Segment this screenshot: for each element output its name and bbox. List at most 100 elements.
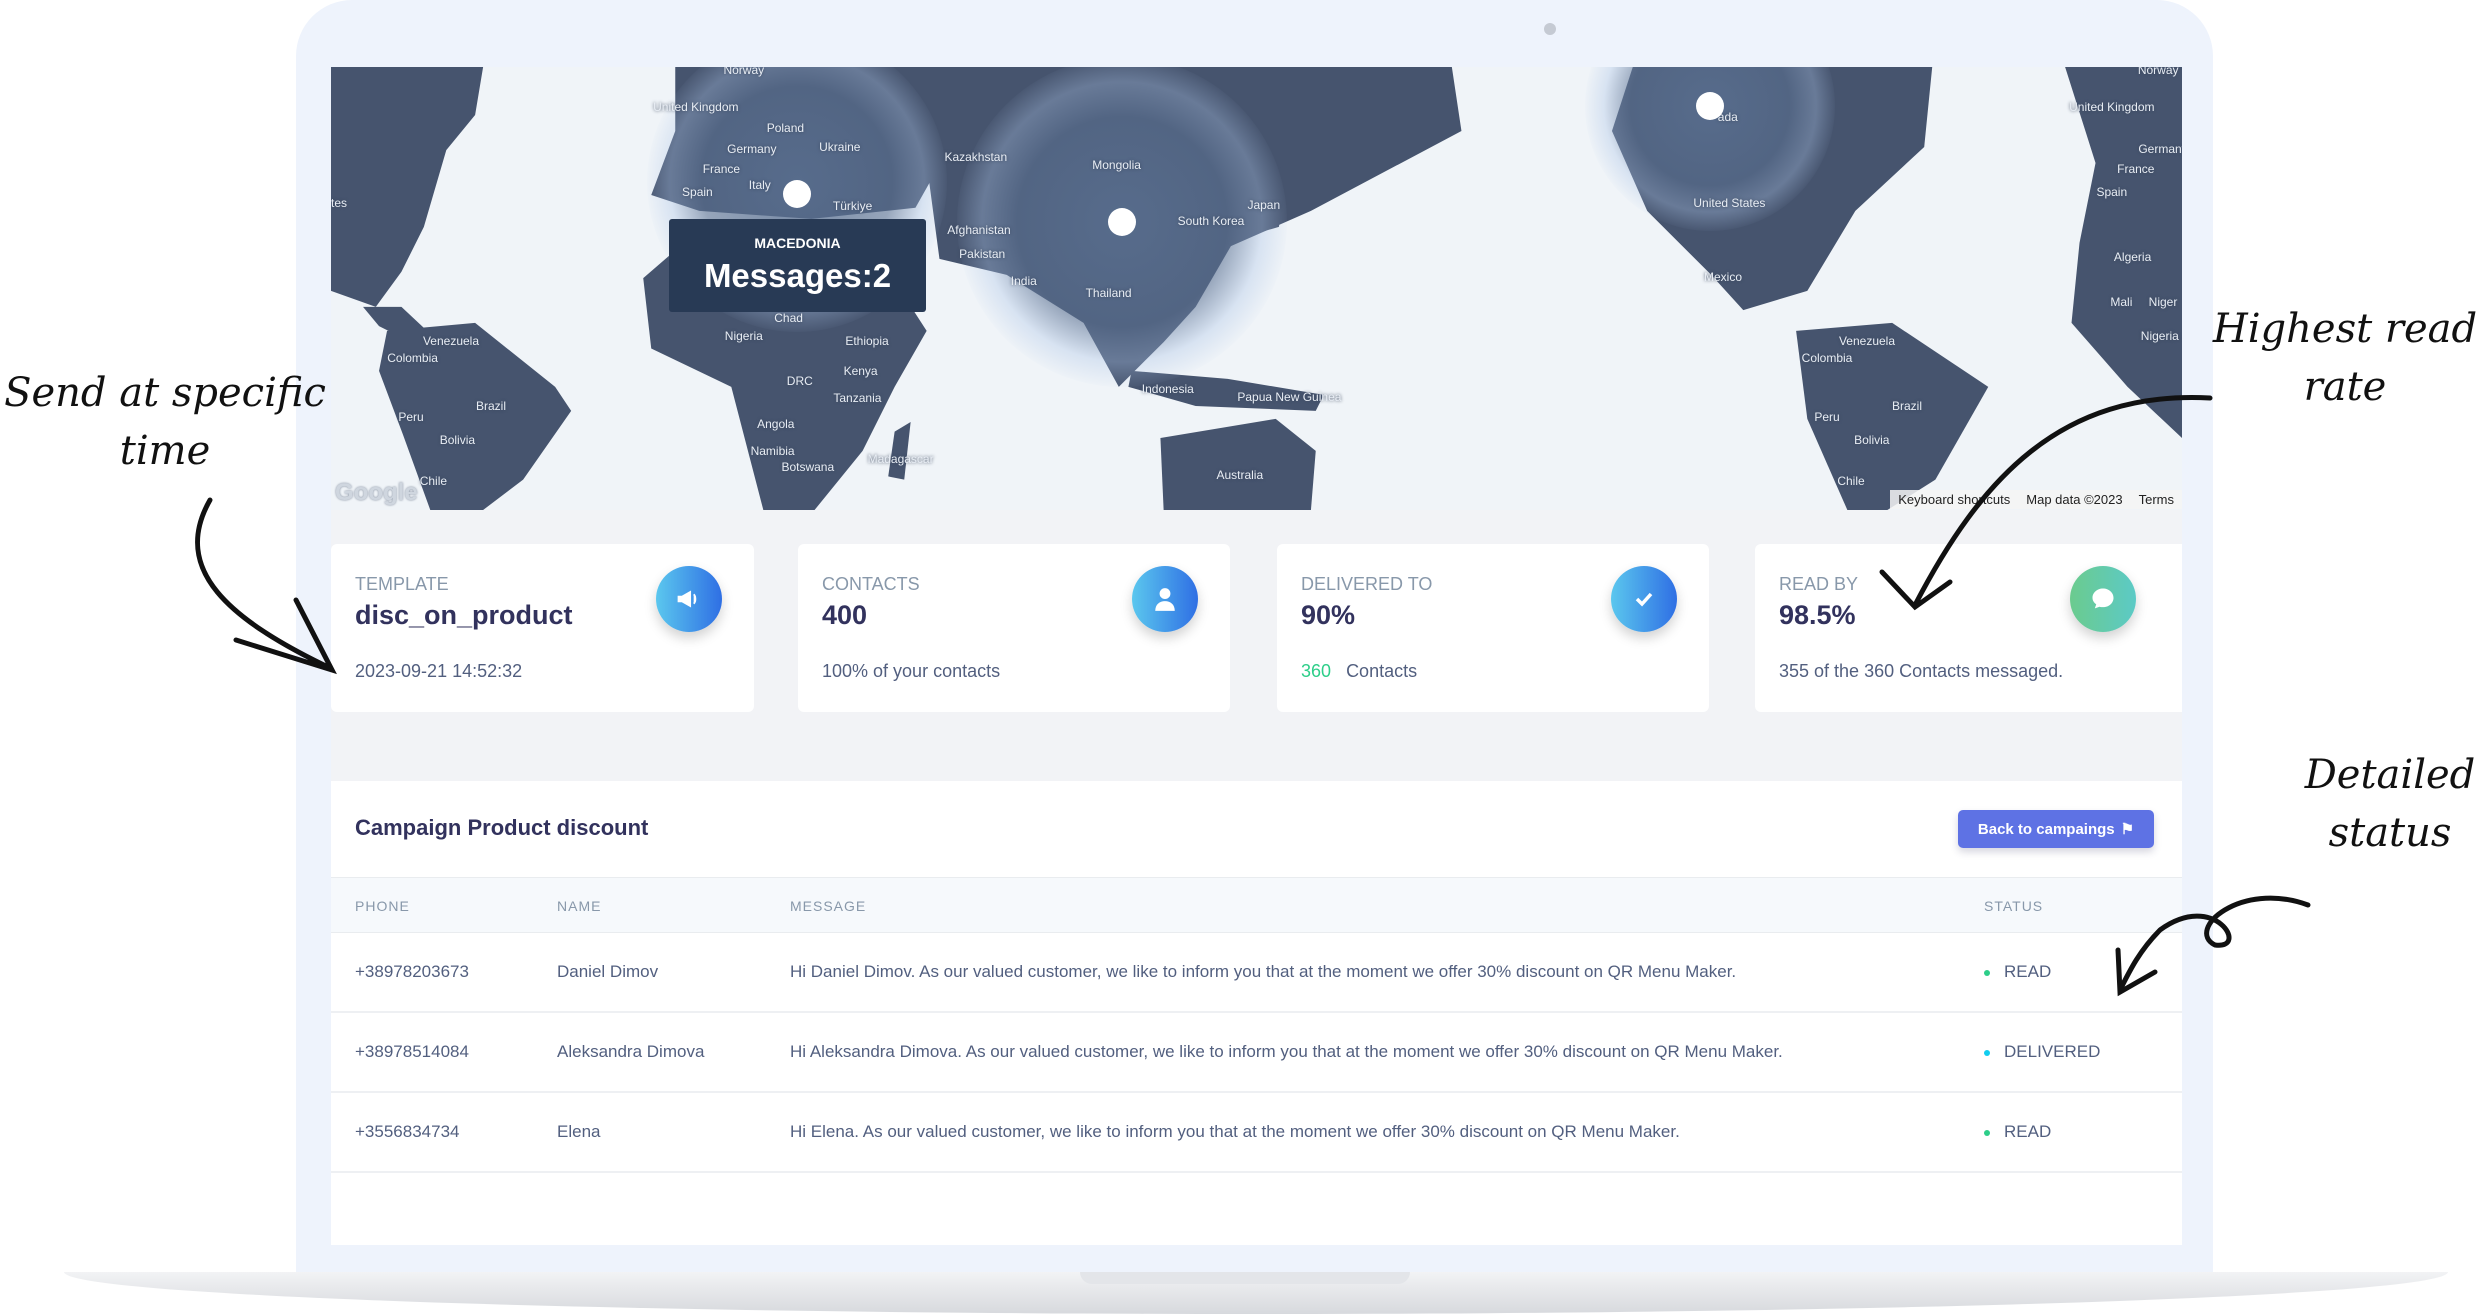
google-logo: Google bbox=[335, 479, 418, 506]
map-country-label: Colombia bbox=[1801, 351, 1853, 366]
map-country-label: Angola bbox=[757, 416, 795, 431]
map-country-label: DRC bbox=[786, 373, 813, 388]
back-to-campaigns-button[interactable]: Back to campaings ⚑ bbox=[1958, 810, 2154, 848]
cell-phone: +38978203673 bbox=[355, 962, 469, 981]
column-message: MESSAGE bbox=[790, 898, 867, 914]
map-country-label: United Kingdom bbox=[2069, 100, 2155, 114]
australia bbox=[1160, 418, 1316, 510]
card-value: 400 bbox=[822, 600, 868, 630]
map-country-label: Ethiopia bbox=[845, 333, 889, 348]
card-label: CONTACTS bbox=[822, 574, 920, 594]
map-country-label: Türkiye bbox=[832, 199, 873, 214]
map-country-label: Pakistan bbox=[959, 247, 1006, 262]
status-text: READ bbox=[2004, 962, 2052, 981]
map-country-label: Mali bbox=[2110, 295, 2133, 310]
map-attribution: Keyboard shortcuts Map data ©2023 Terms bbox=[1890, 490, 2182, 509]
cell-name: Elena bbox=[557, 1122, 601, 1141]
map-country-label: Niger bbox=[2148, 295, 2178, 310]
map-tooltip: MACEDONIA Messages:2 bbox=[669, 219, 926, 312]
card-sub: 360 Contacts bbox=[1301, 661, 1417, 682]
map-country-label: Japan bbox=[1247, 197, 1281, 212]
column-status: STATUS bbox=[1984, 898, 2044, 914]
terms-link[interactable]: Terms bbox=[2130, 490, 2182, 509]
tooltip-messages: Messages:2 bbox=[703, 257, 892, 294]
marker-china[interactable] bbox=[1108, 208, 1136, 236]
map-country-label: Brazil bbox=[475, 399, 507, 414]
status-text: READ bbox=[2004, 1122, 2052, 1141]
cell-name: Aleksandra Dimova bbox=[557, 1042, 705, 1061]
card-value: 98.5% bbox=[1779, 600, 1856, 630]
status-text: DELIVERED bbox=[2004, 1042, 2101, 1061]
indonesia bbox=[1128, 370, 1324, 411]
cell-phone: +38978514084 bbox=[355, 1042, 469, 1061]
map-country-label: Spain bbox=[2096, 184, 2128, 199]
map-country-label: Namibia bbox=[750, 444, 795, 458]
cell-message: Hi Aleksandra Dimova. As our valued cust… bbox=[790, 1042, 1783, 1061]
map-country-label: Germany bbox=[2138, 141, 2182, 156]
card-delivered: DELIVERED TO 90% 360 Contacts bbox=[1277, 544, 1709, 712]
card-sub: 355 of the 360 Contacts messaged. bbox=[1779, 661, 2064, 681]
map-country-label: ada bbox=[1717, 109, 1738, 124]
map-country-label: Spain bbox=[682, 184, 713, 199]
camera-dot bbox=[1544, 23, 1556, 35]
table-row: +3556834734 Elena Hi Elena. As our value… bbox=[331, 1093, 2182, 1173]
map-country-label: Tanzania bbox=[833, 391, 882, 406]
map-data-text: Map data ©2023 bbox=[2018, 490, 2131, 509]
marker-macedonia[interactable] bbox=[783, 180, 811, 208]
laptop-notch bbox=[1080, 1272, 1410, 1284]
map-country-label: Madagascar bbox=[867, 452, 934, 466]
map-country-label: Poland bbox=[766, 120, 805, 135]
cell-message: Hi Elena. As our valued customer, we lik… bbox=[790, 1122, 1680, 1141]
map-country-label: Venezuela bbox=[422, 333, 480, 348]
map-country-label: Venezuela bbox=[1838, 333, 1896, 348]
keyboard-shortcuts-link[interactable]: Keyboard shortcuts bbox=[1890, 490, 2019, 509]
annotation-send-time: Send at specific time bbox=[4, 370, 326, 474]
card-label: DELIVERED TO bbox=[1301, 574, 1433, 594]
cell-status: READ bbox=[1984, 962, 2051, 982]
south-america-left bbox=[379, 322, 572, 510]
map-country-label: tes bbox=[331, 196, 348, 210]
tooltip-country: MACEDONIA bbox=[754, 235, 841, 251]
flag-icon: ⚑ bbox=[2120, 821, 2135, 838]
map-country-label: Norway bbox=[2137, 67, 2179, 78]
map-country-label: Mongolia bbox=[1092, 157, 1141, 172]
column-phone: PHONE bbox=[355, 898, 410, 914]
map-country-label: Chile bbox=[1837, 474, 1865, 489]
map-country-label: United States bbox=[1693, 196, 1766, 210]
app-screen: Norway United Kingdom Poland Germany Ukraine… bbox=[331, 67, 2182, 1245]
map-country-label: Germany bbox=[727, 141, 777, 156]
campaign-table-card: Campaign Product discount Back to campai… bbox=[331, 781, 2182, 1245]
map-country-label: Peru bbox=[1814, 410, 1840, 425]
map-country-label: Afghanistan bbox=[947, 223, 1011, 238]
map-country-label: Thailand bbox=[1085, 285, 1132, 300]
card-sub: 2023-09-21 14:52:32 bbox=[355, 661, 523, 681]
status-dot-icon bbox=[1984, 969, 1990, 976]
cell-message: Hi Daniel Dimov. As our valued customer,… bbox=[790, 962, 1737, 981]
table-header: PHONE NAME MESSAGE STATUS bbox=[331, 877, 2182, 933]
map-country-label: Ukraine bbox=[819, 140, 861, 154]
delivered-count: 360 bbox=[1301, 661, 1332, 681]
campaign-title: Campaign Product discount bbox=[355, 815, 649, 840]
card-value: disc_on_product bbox=[355, 600, 573, 630]
back-button-label: Back to campaings bbox=[1977, 820, 2115, 838]
status-dot-icon bbox=[1984, 1049, 1990, 1056]
cell-status: DELIVERED bbox=[1984, 1042, 2100, 1062]
map-country-label: Botswana bbox=[781, 460, 835, 474]
europe-africa-right bbox=[2065, 67, 2182, 439]
world-map[interactable]: Norway United Kingdom Poland Germany Ukraine… bbox=[331, 67, 2182, 510]
card-label: READ BY bbox=[1779, 574, 1859, 594]
card-value: 90% bbox=[1301, 600, 1356, 630]
map-country-label: Kazakhstan bbox=[944, 149, 1008, 164]
marker-north-america[interactable] bbox=[1696, 92, 1724, 120]
card-read-by: READ BY 98.5% 355 of the 360 Contacts me… bbox=[1755, 544, 2182, 712]
cell-name: Daniel Dimov bbox=[557, 962, 659, 981]
map-country-label: Papua New Guinea bbox=[1237, 389, 1342, 404]
table-row: +38978203673 Daniel Dimov Hi Daniel Dimo… bbox=[331, 933, 2182, 1013]
map-country-label: Bolivia bbox=[1854, 432, 1890, 447]
map-country-label: France bbox=[702, 162, 741, 177]
annotation-highest-read: Highest read rate bbox=[2212, 306, 2478, 410]
north-america-left bbox=[331, 67, 484, 307]
map-country-label: Colombia bbox=[387, 351, 438, 366]
map-country-label: Norway bbox=[723, 67, 765, 78]
map-country-label: Mexico bbox=[1703, 269, 1743, 284]
